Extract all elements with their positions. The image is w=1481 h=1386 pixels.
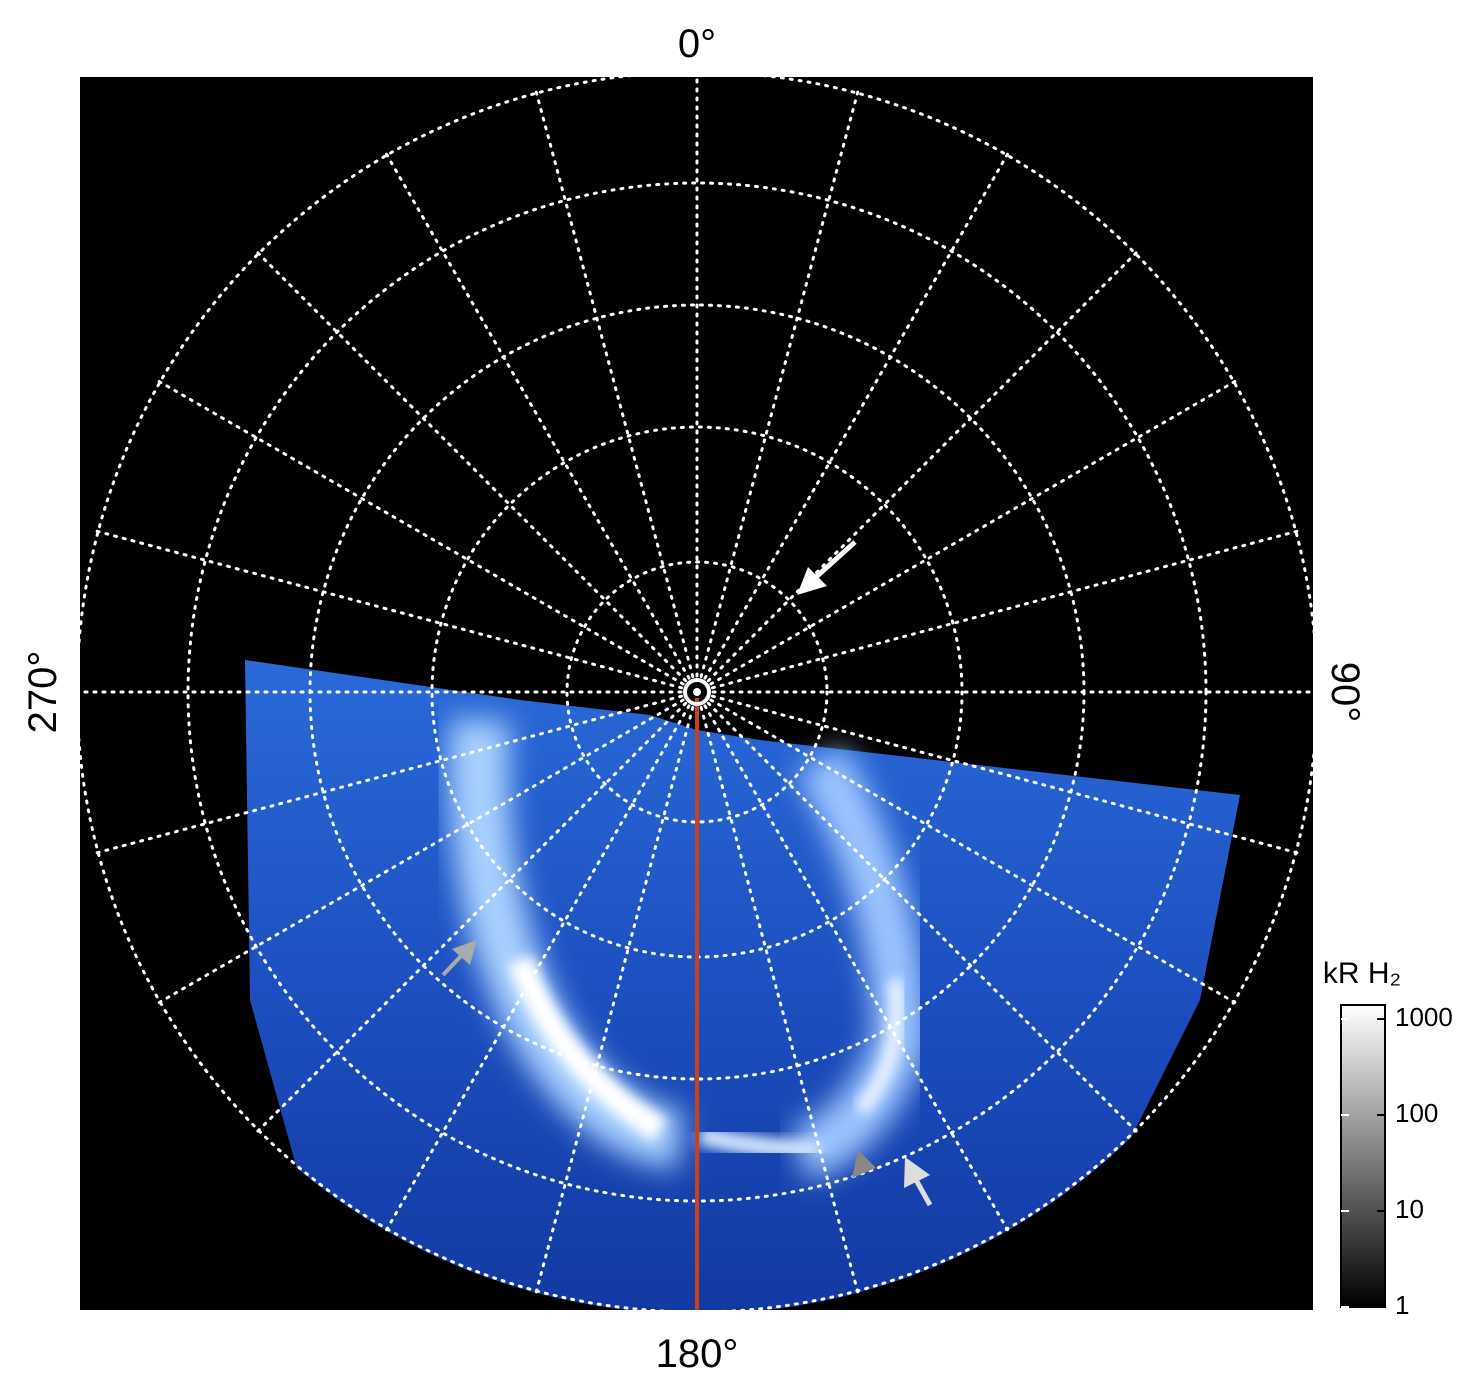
pole-marker <box>693 688 701 696</box>
colorbar-label: kR H₂ <box>1323 957 1401 990</box>
longitude-line <box>255 701 688 1134</box>
longitude-line <box>703 151 1010 680</box>
longitude-line <box>706 701 1139 1134</box>
colorbar-tick-label: 1000 <box>1395 1002 1453 1032</box>
longitude-line <box>94 694 684 855</box>
longitude-line <box>706 250 1139 683</box>
arrow <box>904 1157 933 1207</box>
longitude-line <box>710 529 1300 690</box>
longitude-line <box>94 529 684 690</box>
axis-label-bottom: 180° <box>656 1332 739 1376</box>
arrow <box>441 940 477 977</box>
aurora-oval-bright <box>853 979 905 1116</box>
aurora-spot <box>697 1125 821 1160</box>
colorbar-tick-label: 10 <box>1395 1194 1424 1224</box>
colorbar-tick-label: 1 <box>1395 1290 1409 1320</box>
longitude-line <box>534 89 695 679</box>
longitude-line <box>384 151 691 680</box>
longitude-line <box>156 379 685 686</box>
longitude-line <box>703 704 1010 1233</box>
axis-label-top: 0° <box>678 22 716 66</box>
colorbar-tick-label: 100 <box>1395 1098 1438 1128</box>
pole-marker <box>683 678 711 706</box>
longitude-line <box>699 705 860 1295</box>
arrowhead <box>852 1150 876 1178</box>
longitude-line <box>384 704 691 1233</box>
longitude-line <box>156 698 685 1005</box>
longitude-line <box>709 379 1238 686</box>
axis-label-left: 270° <box>21 651 65 734</box>
arrow <box>797 540 857 595</box>
longitude-line <box>699 89 860 679</box>
latitude-circle <box>565 560 829 824</box>
longitude-line <box>255 250 688 683</box>
axis-label-right: 90° <box>1323 662 1367 723</box>
latitude-circle <box>186 181 1208 1203</box>
longitude-line <box>534 705 695 1295</box>
colorbar <box>1340 1004 1386 1308</box>
aurora-image <box>80 77 1313 1310</box>
aurora-oval-bright <box>507 955 667 1142</box>
longitude-line <box>709 698 1238 1005</box>
longitude-line <box>710 694 1300 855</box>
